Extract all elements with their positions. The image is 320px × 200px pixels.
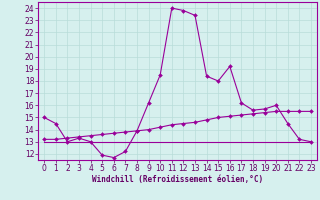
X-axis label: Windchill (Refroidissement éolien,°C): Windchill (Refroidissement éolien,°C) — [92, 175, 263, 184]
